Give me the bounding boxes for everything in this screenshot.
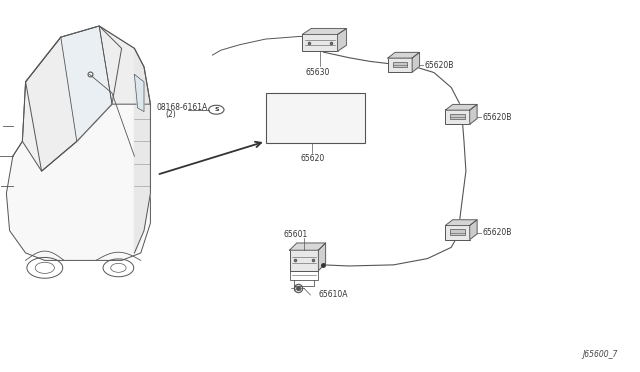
Polygon shape (134, 48, 150, 253)
Polygon shape (61, 26, 112, 141)
Bar (451, 229, 465, 235)
Text: 65620: 65620 (300, 154, 324, 163)
Bar (388, 58, 412, 72)
Polygon shape (445, 220, 477, 225)
Bar (302, 34, 338, 51)
Bar (393, 61, 407, 67)
Polygon shape (134, 74, 144, 112)
Polygon shape (319, 243, 326, 271)
Text: 65620B: 65620B (424, 61, 454, 70)
Bar (266, 93, 365, 143)
Polygon shape (26, 26, 150, 171)
Polygon shape (22, 26, 122, 171)
Text: 08168-6161A: 08168-6161A (157, 103, 208, 112)
Polygon shape (445, 105, 477, 110)
Bar (289, 250, 319, 271)
Text: (2): (2) (165, 110, 176, 119)
Bar (451, 114, 465, 119)
Polygon shape (470, 105, 477, 124)
Polygon shape (6, 26, 150, 260)
Text: 65620B: 65620B (482, 113, 511, 122)
Text: 65630: 65630 (306, 68, 330, 77)
Bar (445, 110, 470, 124)
Polygon shape (302, 29, 346, 34)
Polygon shape (388, 52, 419, 58)
Text: S: S (214, 107, 219, 112)
Text: 65610A: 65610A (319, 291, 348, 299)
Text: 65620B: 65620B (482, 228, 511, 237)
Text: 65601: 65601 (284, 230, 308, 239)
Polygon shape (412, 52, 419, 72)
Polygon shape (289, 243, 326, 250)
Polygon shape (470, 220, 477, 240)
Polygon shape (338, 29, 346, 51)
Text: J65600_7: J65600_7 (582, 350, 618, 359)
Bar (445, 225, 470, 240)
